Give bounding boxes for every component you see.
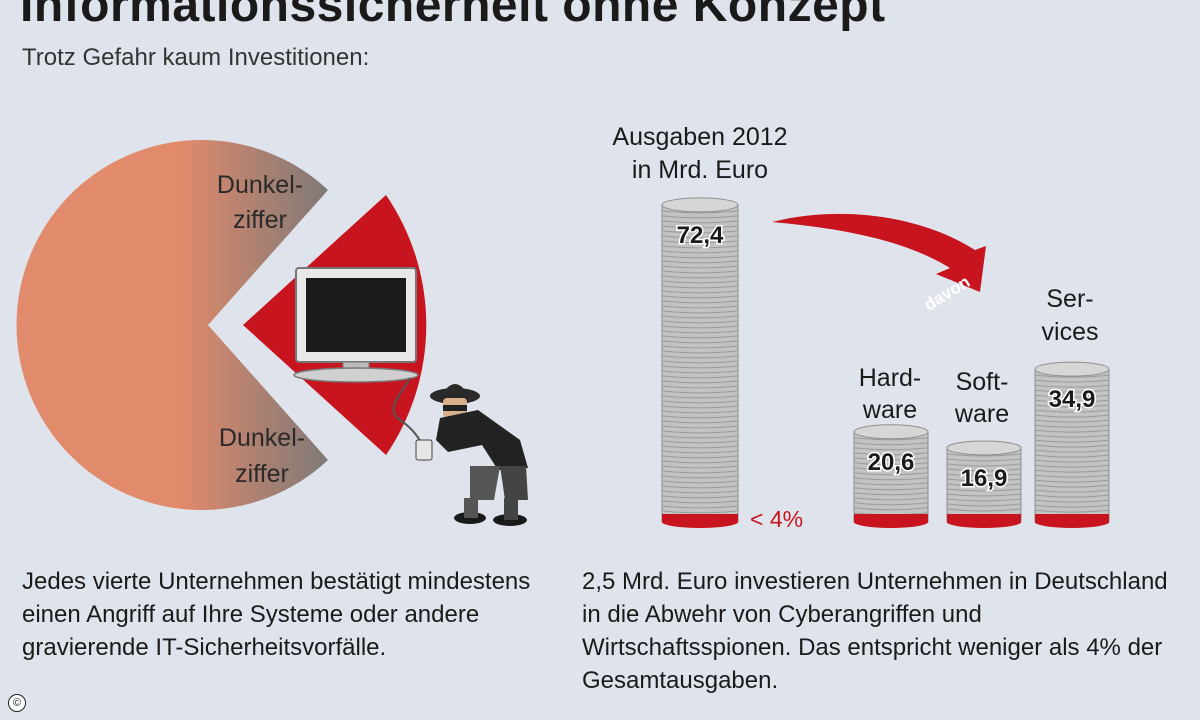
page-subtitle: Trotz Gefahr kaum Investitionen: [22, 44, 370, 71]
caption-left: Jedes vierte Unternehmen bestätigt minde… [22, 568, 531, 661]
chart-title-line1: Ausgaben 2012 [612, 123, 787, 151]
bar-services-value-label: 34,9 [1049, 386, 1096, 413]
davon-arrow: davon [772, 213, 986, 315]
category-label-software-line2: ware [954, 400, 1009, 428]
bar-hardware: 20,6 [853, 424, 929, 528]
bar-software: 16,9 [946, 440, 1022, 528]
bar-total: 72,4 [661, 197, 739, 528]
bar-services: 34,9 [1034, 361, 1110, 528]
coin-stacks: 72,4 20,6 16,9 34,9 [661, 197, 1110, 528]
share-label: < 4% [750, 506, 803, 532]
pie-label-bottom-line1: Dunkel- [219, 424, 305, 452]
pie-label-top-line2: ziffer [233, 206, 287, 234]
pie-label-top-line1: Dunkel- [217, 171, 303, 199]
category-label-hardware-line2: ware [862, 396, 917, 424]
category-label-hardware-line1: Hard- [859, 364, 922, 392]
page-title: Informationssicherheit ohne Konzept [20, 0, 886, 32]
chart-title-line2: in Mrd. Euro [632, 156, 768, 184]
infographic: Dunkel- ziffer Dunkel- ziffer Ausgaben 2… [16, 123, 1110, 532]
bar-hardware-body [853, 431, 929, 523]
pie-majority [16, 140, 328, 511]
category-label-services-line1: Ser- [1046, 285, 1093, 313]
copyright-icon: © [8, 694, 26, 712]
category-label-software-line1: Soft- [956, 368, 1009, 396]
bar-total-value-label: 72,4 [677, 222, 724, 249]
bar-software-value-label: 16,9 [961, 465, 1008, 492]
caption-right: 2,5 Mrd. Euro investieren Unternehmen in… [582, 568, 1168, 694]
category-label-services-line2: vices [1042, 318, 1099, 346]
bar-hardware-value-label: 20,6 [868, 449, 915, 476]
pie-label-bottom-line2: ziffer [235, 460, 289, 488]
monitor-icon [293, 267, 419, 383]
spy-icon [415, 384, 528, 526]
